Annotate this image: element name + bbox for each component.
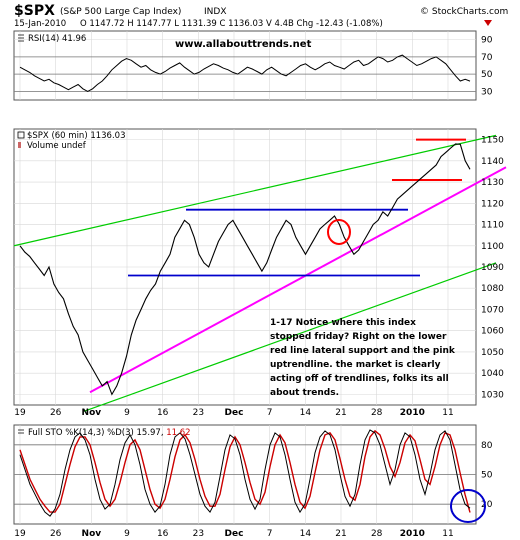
rsi-label: RSI(14) 41.96 (28, 34, 86, 44)
y-tick-label: 50 (481, 70, 493, 80)
y-tick-label: 1130 (481, 178, 504, 188)
channel-upper-line (13, 134, 497, 247)
y-tick-label: 50 (481, 471, 493, 481)
volume-legend-icon (18, 142, 21, 148)
price-legend-label: $SPX (60 min) 1136.03 (27, 131, 126, 141)
x-tick-label: Nov (82, 408, 102, 418)
y-tick-label: 1060 (481, 327, 504, 337)
x-tick-label: 9 (124, 408, 130, 418)
y-tick-label: 30 (481, 87, 493, 97)
exchange-label: INDX (204, 7, 226, 17)
y-tick-label: 1150 (481, 136, 504, 146)
pink-uptrend-line (89, 166, 507, 394)
annotation-line: acting off of trendlines, folks its all (270, 374, 449, 384)
y-tick-label: 1110 (481, 221, 504, 231)
x-tick-label: 23 (193, 408, 204, 418)
price-legend-icon (17, 131, 25, 139)
x-tick-label: 26 (50, 408, 62, 418)
highlight-circle-blue (450, 489, 486, 523)
sto-d-series (19, 429, 471, 513)
x-tick-label: 28 (371, 529, 383, 539)
x-tick-label: 7 (267, 408, 273, 418)
x-tick-label: Dec (225, 529, 244, 539)
annotation-line: red line lateral support and the pink (270, 346, 456, 356)
x-tick-label: 9 (124, 529, 130, 539)
price-series (19, 143, 471, 396)
y-tick-label: 1140 (481, 157, 504, 167)
x-tick-label: 2010 (400, 408, 425, 418)
volume-legend-label: Volume undef (27, 141, 87, 151)
annotation-line: 1-17 Notice where this index (270, 318, 416, 328)
index-name: (S&P 500 Large Cap Index) (60, 7, 181, 17)
x-tick-label: 26 (50, 529, 62, 539)
sto-label: Full STO %K(14,3) %D(3) 15.97, 11.62 (28, 428, 191, 438)
y-tick-label: 1100 (481, 242, 504, 252)
x-tick-label: 23 (193, 529, 204, 539)
annotation-line: uptrendline. the market is clearly (270, 360, 441, 370)
rsi-series (19, 54, 471, 92)
x-tick-label: 28 (371, 408, 383, 418)
rsi-panel (13, 30, 477, 101)
x-tick-label: 16 (157, 529, 169, 539)
date-label: 15-Jan-2010 (14, 19, 66, 29)
x-tick-label: 19 (14, 529, 26, 539)
y-tick-label: 80 (481, 441, 493, 451)
x-tick-label: 2010 (400, 529, 425, 539)
y-tick-label: 1050 (481, 348, 504, 358)
x-tick-label: 21 (335, 529, 346, 539)
x-tick-label: 16 (157, 408, 169, 418)
x-tick-label: 21 (335, 408, 346, 418)
channel-lower-line (83, 262, 497, 412)
sto-k-series (19, 429, 471, 517)
y-tick-label: 1030 (481, 390, 504, 400)
y-tick-label: 1070 (481, 305, 504, 315)
rsi-legend-icon (18, 34, 24, 42)
down-arrow-icon (484, 20, 492, 26)
highlight-circle-red (327, 219, 351, 245)
y-tick-label: 70 (481, 53, 493, 63)
x-tick-label: 11 (442, 408, 453, 418)
source-credit: © StockCharts.com (420, 7, 508, 17)
x-tick-label: Dec (225, 408, 244, 418)
x-tick-label: 14 (300, 529, 312, 539)
x-tick-label: Nov (82, 529, 102, 539)
annotation-line: stopped friday? Right on the lower (270, 332, 447, 342)
y-tick-label: 1040 (481, 369, 504, 379)
y-tick-label: 1080 (481, 284, 504, 294)
symbol-label: $SPX (14, 3, 55, 19)
annotation-note: 1-17 Notice where this index stopped frid… (270, 318, 456, 398)
site-watermark: www.allabouttrends.net (175, 39, 312, 50)
sto-legend-icon (18, 429, 24, 434)
quote-line: O 1147.72 H 1147.77 L 1131.39 C 1136.03 … (80, 19, 383, 29)
y-tick-label: 20 (481, 500, 493, 510)
x-tick-label: 14 (300, 408, 312, 418)
x-tick-label: 11 (442, 529, 453, 539)
y-tick-label: 1120 (481, 199, 504, 209)
annotation-line: about trends. (270, 388, 339, 398)
x-tick-label: 7 (267, 529, 273, 539)
x-tick-label: 19 (14, 408, 26, 418)
y-tick-label: 1090 (481, 263, 504, 273)
y-tick-label: 90 (481, 36, 493, 46)
